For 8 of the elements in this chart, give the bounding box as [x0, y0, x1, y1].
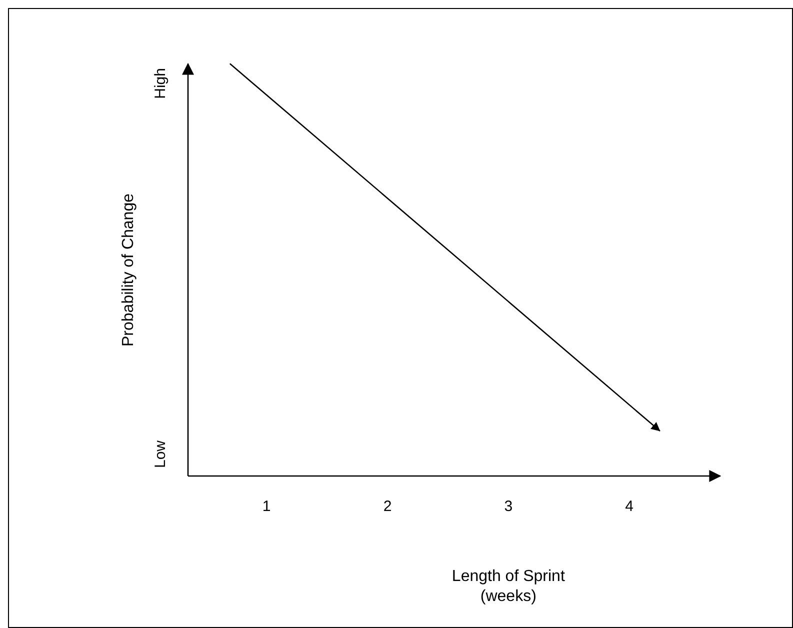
x-tick-label: 4 — [625, 498, 634, 515]
x-tick-label: 2 — [383, 498, 392, 515]
y-axis-title: Probability of Change — [120, 193, 137, 346]
x-axis-title: Length of Sprint (weeks) — [452, 568, 566, 605]
x-tick-label: 3 — [504, 498, 513, 515]
x-tick-label: 1 — [262, 498, 271, 515]
text: Low — [152, 440, 169, 468]
text: High — [152, 68, 169, 99]
